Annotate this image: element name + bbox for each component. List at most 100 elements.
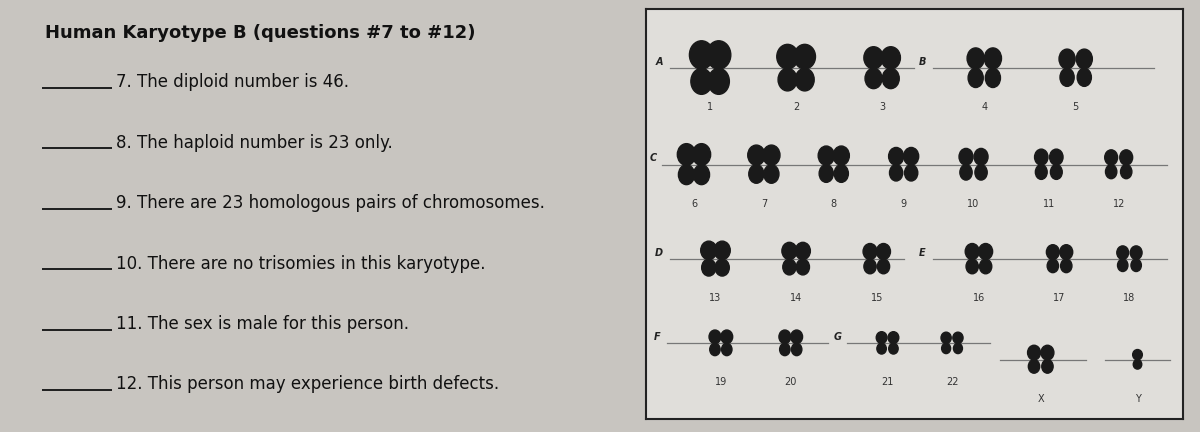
Text: F: F (654, 332, 661, 342)
Ellipse shape (796, 68, 814, 91)
Ellipse shape (984, 48, 1002, 69)
Ellipse shape (792, 343, 802, 356)
Ellipse shape (966, 259, 978, 274)
Text: 12. This person may experience birth defects.: 12. This person may experience birth def… (115, 375, 499, 394)
Text: 10: 10 (967, 199, 979, 209)
Ellipse shape (904, 147, 919, 165)
Text: 8. The haploid number is 23 only.: 8. The haploid number is 23 only. (115, 133, 392, 152)
Ellipse shape (818, 146, 834, 165)
Ellipse shape (1048, 259, 1058, 273)
Text: 4: 4 (982, 102, 988, 112)
Ellipse shape (709, 330, 721, 343)
Text: Y: Y (1134, 394, 1140, 404)
Ellipse shape (1133, 359, 1141, 369)
Ellipse shape (1060, 245, 1073, 260)
Ellipse shape (1133, 349, 1142, 360)
Ellipse shape (1130, 259, 1141, 271)
Ellipse shape (960, 165, 972, 180)
Text: 22: 22 (946, 377, 959, 387)
Ellipse shape (797, 259, 810, 275)
Ellipse shape (1050, 165, 1062, 179)
Ellipse shape (709, 343, 720, 356)
Ellipse shape (967, 48, 984, 69)
Ellipse shape (721, 330, 733, 343)
Ellipse shape (979, 244, 992, 260)
Ellipse shape (888, 332, 899, 343)
Text: 17: 17 (1054, 293, 1066, 303)
Text: 9. There are 23 homologous pairs of chromosomes.: 9. There are 23 homologous pairs of chro… (115, 194, 545, 212)
Text: 10. There are no trisomies in this karyotype.: 10. There are no trisomies in this karyo… (115, 254, 485, 273)
Ellipse shape (1042, 345, 1054, 360)
Ellipse shape (707, 41, 731, 69)
Ellipse shape (905, 165, 918, 181)
Ellipse shape (864, 259, 876, 274)
Text: 13: 13 (709, 293, 721, 303)
Text: 7. The diploid number is 46.: 7. The diploid number is 46. (115, 73, 348, 91)
Ellipse shape (1027, 345, 1040, 360)
Text: X: X (1038, 394, 1044, 404)
Text: G: G (834, 332, 842, 342)
Ellipse shape (782, 242, 797, 260)
Ellipse shape (953, 332, 964, 343)
Ellipse shape (763, 145, 780, 165)
Ellipse shape (877, 259, 889, 274)
Ellipse shape (1121, 165, 1132, 179)
Ellipse shape (1130, 246, 1142, 260)
Text: 12: 12 (1112, 199, 1124, 209)
Ellipse shape (979, 259, 991, 274)
Ellipse shape (677, 144, 696, 165)
Text: 7: 7 (761, 199, 767, 209)
Ellipse shape (780, 343, 790, 356)
Text: B: B (919, 57, 926, 67)
Ellipse shape (1046, 245, 1060, 260)
Ellipse shape (794, 44, 816, 69)
Text: A: A (655, 57, 662, 67)
Ellipse shape (877, 343, 887, 354)
Ellipse shape (782, 259, 796, 275)
Text: 11. The sex is male for this person.: 11. The sex is male for this person. (115, 315, 408, 333)
Ellipse shape (863, 244, 877, 260)
Ellipse shape (1060, 68, 1074, 86)
Ellipse shape (820, 165, 833, 182)
Ellipse shape (942, 343, 950, 354)
Ellipse shape (748, 145, 764, 165)
Ellipse shape (715, 259, 730, 276)
Ellipse shape (985, 68, 1001, 88)
Ellipse shape (776, 44, 798, 69)
Text: 14: 14 (790, 293, 803, 303)
Ellipse shape (690, 41, 714, 69)
Text: 11: 11 (1043, 199, 1055, 209)
Text: 3: 3 (880, 102, 886, 112)
Ellipse shape (791, 330, 803, 343)
Ellipse shape (965, 244, 979, 260)
Ellipse shape (714, 241, 731, 260)
Ellipse shape (1117, 259, 1128, 271)
Ellipse shape (702, 259, 716, 276)
Ellipse shape (834, 165, 848, 182)
Text: 9: 9 (900, 199, 907, 209)
Ellipse shape (678, 165, 695, 184)
Text: 21: 21 (881, 377, 894, 387)
Ellipse shape (694, 165, 709, 184)
Ellipse shape (959, 149, 973, 165)
Ellipse shape (1105, 150, 1117, 165)
Ellipse shape (1105, 165, 1117, 179)
Ellipse shape (1076, 49, 1092, 69)
Ellipse shape (764, 165, 779, 183)
Text: 8: 8 (830, 199, 836, 209)
Text: 18: 18 (1123, 293, 1135, 303)
Ellipse shape (721, 343, 732, 356)
Ellipse shape (974, 149, 988, 165)
Ellipse shape (882, 68, 899, 89)
Ellipse shape (1117, 246, 1129, 260)
Text: E: E (919, 248, 925, 258)
Ellipse shape (1060, 49, 1075, 69)
Text: 16: 16 (973, 293, 985, 303)
Ellipse shape (968, 68, 983, 88)
Ellipse shape (708, 68, 730, 94)
Ellipse shape (1034, 149, 1048, 165)
Text: Human Karyotype B (questions #7 to #12): Human Karyotype B (questions #7 to #12) (44, 24, 475, 42)
Ellipse shape (701, 241, 716, 260)
Text: 19: 19 (715, 377, 727, 387)
Ellipse shape (1050, 149, 1063, 165)
